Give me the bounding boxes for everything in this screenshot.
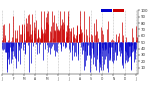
Bar [113,9,124,12]
Bar [101,9,112,12]
